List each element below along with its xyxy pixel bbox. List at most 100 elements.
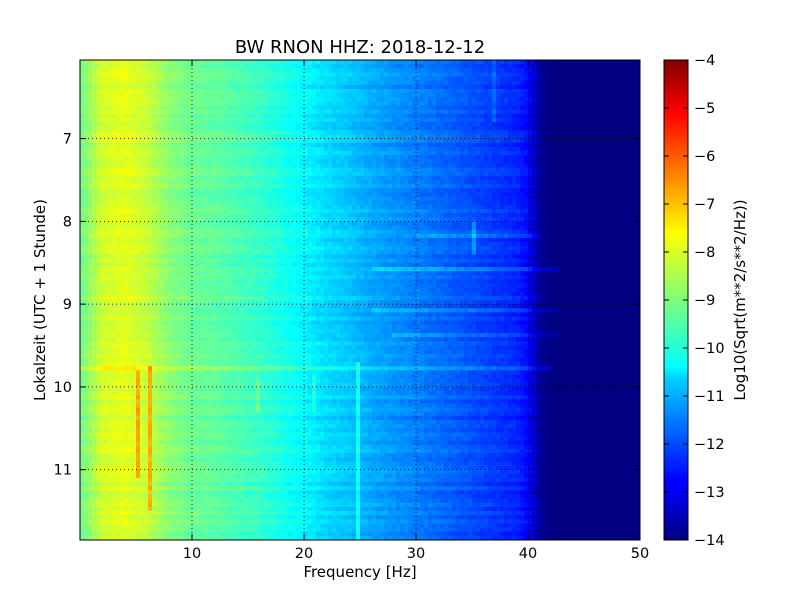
- heatmap-cell: [508, 117, 513, 123]
- heatmap-cell: [132, 113, 137, 119]
- heatmap-cell: [560, 196, 565, 202]
- heatmap-cell: [80, 80, 85, 86]
- heatmap-cell: [424, 101, 429, 106]
- heatmap-cell: [436, 184, 441, 189]
- heatmap-cell: [236, 155, 241, 160]
- heatmap-cell: [176, 142, 181, 148]
- heatmap-cell: [152, 151, 157, 156]
- heatmap-cell: [388, 113, 393, 119]
- heatmap-cell: [608, 175, 613, 181]
- heatmap-cell: [628, 76, 633, 82]
- heatmap-cell: [328, 163, 333, 168]
- heatmap-cell: [396, 138, 401, 144]
- heatmap-cell: [84, 163, 89, 168]
- heatmap-cell: [336, 130, 341, 135]
- heatmap-cell: [548, 142, 553, 148]
- heatmap-cell: [504, 117, 509, 123]
- heatmap-cell: [500, 167, 505, 173]
- heatmap-cell: [152, 142, 157, 148]
- heatmap-cell: [312, 196, 317, 202]
- heatmap-cell: [592, 155, 597, 160]
- heatmap-cell: [144, 204, 149, 210]
- heatmap-cell: [540, 105, 545, 111]
- heatmap-cell: [392, 109, 397, 115]
- heatmap-cell: [324, 76, 329, 82]
- heatmap-cell: [212, 204, 217, 210]
- heatmap-cell: [628, 142, 633, 148]
- heatmap-cell: [316, 146, 321, 152]
- heatmap-cell: [120, 117, 125, 123]
- heatmap-cell: [156, 155, 161, 160]
- heatmap-cell: [436, 84, 441, 90]
- heatmap-cell: [476, 138, 481, 144]
- heatmap-cell: [412, 167, 417, 173]
- heatmap-cell: [312, 163, 317, 168]
- heatmap-cell: [360, 188, 365, 193]
- heatmap-cell: [612, 175, 617, 181]
- heatmap-cell: [108, 126, 113, 131]
- heatmap-cell: [564, 163, 569, 168]
- heatmap-cell: [88, 167, 93, 173]
- heatmap-cell: [84, 113, 89, 119]
- heatmap-cell: [92, 155, 97, 160]
- heatmap-cell: [312, 126, 317, 131]
- heatmap-cell: [392, 113, 397, 119]
- heatmap-cell: [180, 146, 185, 152]
- heatmap-cell: [228, 180, 233, 185]
- heatmap-cell: [368, 117, 373, 123]
- heatmap-cell: [472, 188, 477, 193]
- heatmap-cell: [340, 68, 345, 73]
- heatmap-cell: [488, 155, 493, 160]
- heatmap-cell: [528, 84, 533, 90]
- heatmap-cell: [212, 64, 217, 69]
- heatmap-cell: [336, 97, 341, 102]
- heatmap-cell: [344, 180, 349, 185]
- heatmap-cell: [456, 126, 461, 131]
- heatmap-cell: [516, 163, 521, 168]
- heatmap-cell: [620, 167, 625, 173]
- heatmap-cell: [108, 117, 113, 123]
- heatmap-cell: [116, 109, 121, 115]
- heatmap-cell: [468, 142, 473, 148]
- heatmap-cell: [636, 180, 641, 185]
- heatmap-cell: [84, 126, 89, 131]
- heatmap-cell: [448, 171, 453, 177]
- heatmap-cell: [324, 138, 329, 144]
- heatmap-cell: [280, 192, 285, 197]
- heatmap-cell: [272, 142, 277, 148]
- heatmap-cell: [416, 192, 421, 197]
- heatmap-cell: [180, 109, 185, 115]
- heatmap-cell: [352, 159, 357, 164]
- heatmap-cell: [196, 188, 201, 193]
- heatmap-cell: [476, 171, 481, 177]
- heatmap-cell: [500, 88, 505, 94]
- heatmap-cell: [500, 93, 505, 98]
- heatmap-cell: [296, 76, 301, 82]
- heatmap-cell: [608, 134, 613, 140]
- heatmap-cell: [144, 88, 149, 94]
- heatmap-cell: [268, 146, 273, 152]
- heatmap-cell: [316, 88, 321, 94]
- heatmap-cell: [236, 122, 241, 127]
- heatmap-cell: [172, 138, 177, 144]
- heatmap-cell: [340, 117, 345, 123]
- heatmap-cell: [316, 167, 321, 173]
- heatmap-cell: [212, 163, 217, 168]
- heatmap-cell: [88, 101, 93, 106]
- heatmap-cell: [524, 97, 529, 102]
- heatmap-cell: [300, 60, 305, 65]
- heatmap-cell: [424, 138, 429, 144]
- heatmap-cell: [200, 64, 205, 69]
- heatmap-cell: [568, 134, 573, 140]
- heatmap-cell: [248, 93, 253, 98]
- heatmap-cell: [284, 138, 289, 144]
- heatmap-cell: [420, 97, 425, 102]
- heatmap-cell: [88, 126, 93, 131]
- heatmap-cell: [556, 188, 561, 193]
- heatmap-cell: [500, 171, 505, 177]
- heatmap-cell: [440, 68, 445, 73]
- heatmap-cell: [328, 130, 333, 135]
- heatmap-cell: [88, 171, 93, 177]
- heatmap-cell: [148, 80, 153, 86]
- heatmap-cell: [352, 105, 357, 111]
